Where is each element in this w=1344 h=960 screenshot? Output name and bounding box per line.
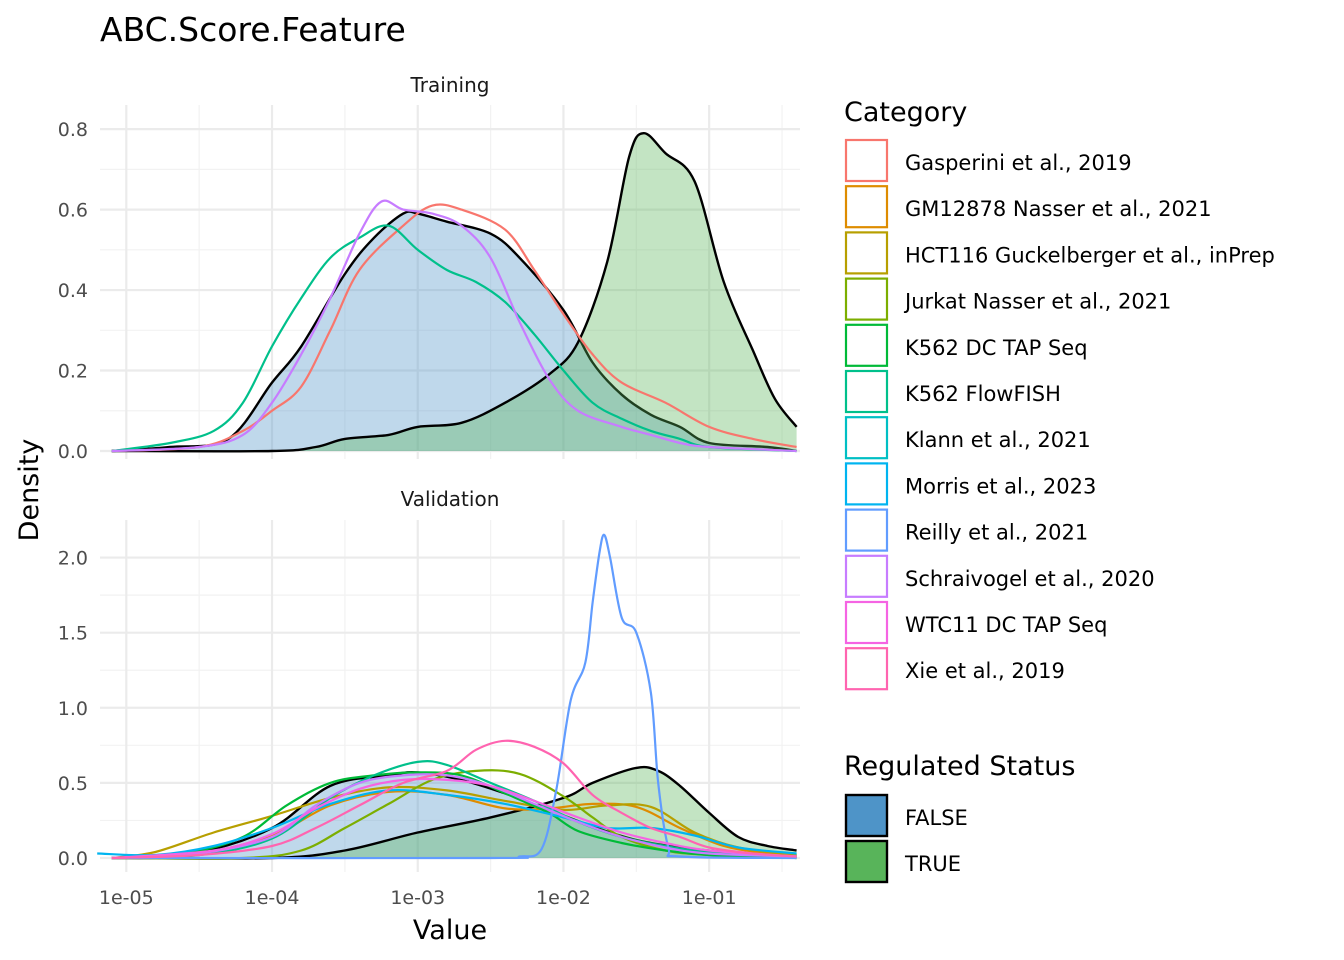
legend-label: Reilly et al., 2021 <box>905 521 1088 545</box>
legend-key <box>844 138 889 183</box>
y-tick-label: 0.6 <box>58 200 88 222</box>
x-tick-label: 1e-03 <box>390 887 445 909</box>
category-density-line <box>111 777 797 860</box>
y-tick-label: 0.0 <box>58 441 88 463</box>
legend-key <box>844 508 889 552</box>
y-tick-label: 1.0 <box>58 698 88 720</box>
y-tick-label: 0.8 <box>58 119 88 141</box>
density-outline-true <box>111 765 797 860</box>
legend-label: HCT116 Guckelberger et al., inPrep <box>905 243 1275 267</box>
legend-status: Regulated Status FALSE TRUE <box>844 751 1075 884</box>
legend-label: WTC11 DC TAP Seq <box>905 613 1107 637</box>
chart-title: ABC.Score.Feature <box>100 10 406 49</box>
legend-key <box>844 185 889 229</box>
y-tick-label: 0.0 <box>58 848 88 870</box>
legend-key <box>844 277 889 321</box>
legend-label: Morris et al., 2023 <box>905 474 1096 498</box>
density-outline-true <box>111 132 798 453</box>
category-density-line <box>111 199 797 453</box>
legend-key <box>844 793 889 838</box>
gridlines <box>100 520 800 872</box>
y-tick-label: 1.5 <box>58 623 88 645</box>
legend-label: GM12878 Nasser et al., 2021 <box>905 197 1212 221</box>
y-tick-label: 0.4 <box>58 280 88 302</box>
category-density-line <box>111 773 797 860</box>
legend-key <box>844 231 889 275</box>
legend-key <box>844 647 889 691</box>
category-density-line <box>111 739 797 860</box>
legend-key <box>844 554 889 598</box>
y-tick-label: 2.0 <box>58 548 88 570</box>
legend-label: Schraivogel et al., 2020 <box>905 567 1155 591</box>
category-density-line <box>111 533 797 860</box>
legend-key <box>844 600 889 645</box>
y-tick-label: 0.2 <box>58 361 88 383</box>
category-density-line <box>111 785 797 860</box>
legend-status-title: Regulated Status <box>844 751 1075 782</box>
density-area-true <box>111 133 797 452</box>
panel-strip-validation: Validation <box>401 487 500 511</box>
density-area-true <box>111 767 797 859</box>
legend-label: Jurkat Nasser et al., 2021 <box>903 290 1171 314</box>
legend-label: Klann et al., 2021 <box>905 428 1091 452</box>
y-axis-title: Density <box>14 439 45 542</box>
density-area-false <box>111 211 797 451</box>
x-axis-title: Value <box>413 915 487 946</box>
panel-training: Training 0.0 0.2 0.4 0.6 0.8 <box>58 73 800 463</box>
category-density-line <box>97 788 797 857</box>
category-density-line <box>111 790 797 860</box>
category-density-line <box>111 203 797 453</box>
density-area-false <box>111 772 797 858</box>
legend-category-title: Category <box>844 97 967 128</box>
legend-key <box>844 839 889 884</box>
x-tick-label: 1e-02 <box>536 887 591 909</box>
category-density-line <box>111 771 797 860</box>
x-tick-label: 1e-01 <box>682 887 737 909</box>
legend-key <box>844 369 889 414</box>
x-tick-label: 1e-05 <box>99 887 154 909</box>
legend-category: Category Gasperini et al., 2019 GM12878 N… <box>844 97 1275 691</box>
legend-key <box>844 462 889 506</box>
legend-label: K562 DC TAP Seq <box>905 336 1088 360</box>
legend-label: TRUE <box>904 852 961 876</box>
legend-label: Xie et al., 2019 <box>905 659 1065 683</box>
legend-label: K562 FlowFISH <box>905 382 1061 406</box>
category-density-line <box>111 224 797 453</box>
gridlines <box>100 105 800 459</box>
legend-key <box>844 323 889 367</box>
legend-label: Gasperini et al., 2019 <box>905 151 1132 175</box>
y-tick-label: 0.5 <box>58 773 88 795</box>
category-density-line <box>111 760 797 860</box>
legend-key <box>844 416 889 460</box>
panel-validation: Validation 0.0 0.5 1.0 1.5 2.0 <box>58 487 800 872</box>
legend-label: FALSE <box>905 806 968 830</box>
x-tick-label: 1e-04 <box>245 887 300 909</box>
x-axis: 1e-05 1e-04 1e-03 1e-02 1e-01 <box>99 887 737 909</box>
panel-strip-training: Training <box>410 73 490 97</box>
